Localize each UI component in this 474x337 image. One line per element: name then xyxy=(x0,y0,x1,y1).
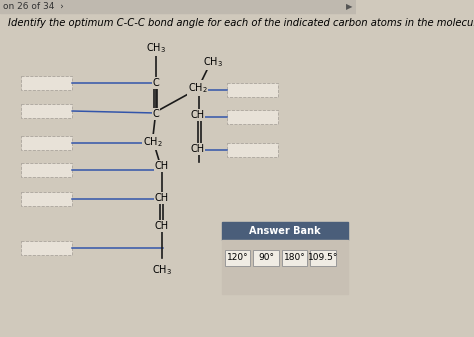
Bar xyxy=(227,110,278,124)
Bar xyxy=(21,76,72,90)
Text: CH: CH xyxy=(155,193,169,203)
Bar xyxy=(253,250,279,266)
Bar xyxy=(282,250,307,266)
Text: CH$_2$: CH$_2$ xyxy=(188,81,208,95)
Bar xyxy=(21,163,72,177)
Bar xyxy=(21,136,72,150)
Text: C: C xyxy=(152,78,159,88)
Bar xyxy=(21,241,72,255)
Text: on 26 of 34  ›: on 26 of 34 › xyxy=(3,2,64,11)
Bar xyxy=(227,83,278,97)
Text: 120°: 120° xyxy=(227,253,248,263)
Bar xyxy=(310,250,336,266)
Bar xyxy=(21,192,72,206)
Text: CH$_3$: CH$_3$ xyxy=(152,263,172,277)
Bar xyxy=(0,0,356,13)
Bar xyxy=(222,240,348,294)
Text: CH: CH xyxy=(155,161,169,171)
Text: 109.5°: 109.5° xyxy=(308,253,338,263)
Text: CH$_3$: CH$_3$ xyxy=(146,41,165,55)
Bar xyxy=(21,104,72,118)
Bar xyxy=(227,143,278,157)
Text: CH: CH xyxy=(155,221,169,231)
Text: 90°: 90° xyxy=(258,253,274,263)
Text: Answer Bank: Answer Bank xyxy=(249,226,320,236)
Text: CH: CH xyxy=(191,144,205,154)
Bar xyxy=(225,250,250,266)
Bar xyxy=(222,222,348,240)
Text: CH: CH xyxy=(191,110,205,120)
Text: Identify the optimum C-C-C bond angle for each of the indicated carbon atoms in : Identify the optimum C-C-C bond angle fo… xyxy=(8,18,474,28)
Text: C: C xyxy=(152,109,159,119)
Text: CH$_2$: CH$_2$ xyxy=(143,135,163,149)
Text: CH$_3$: CH$_3$ xyxy=(203,55,223,69)
Text: ▶: ▶ xyxy=(346,2,352,11)
Text: 180°: 180° xyxy=(284,253,305,263)
